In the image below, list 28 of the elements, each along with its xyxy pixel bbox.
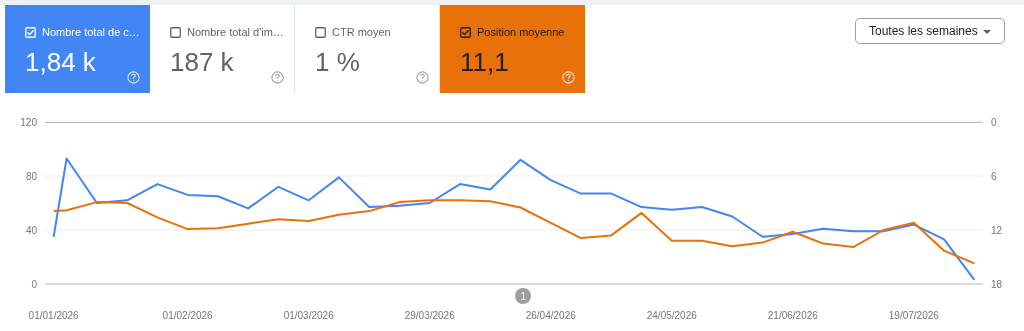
x-tick-label: 24/05/2026 (646, 310, 698, 322)
text: 11,1 (460, 47, 509, 77)
x-tick-label: 29/03/2026 (404, 310, 456, 322)
y-tick-label: 80 (25, 170, 38, 182)
y2-tick-label: 12 (991, 224, 1003, 236)
x-tick-label: 19/07/2026 (888, 310, 940, 322)
text: 1 (515, 288, 532, 304)
category-label: Position moyenne (477, 26, 565, 38)
x-tick-label: 01/02/2026 (162, 310, 214, 322)
category-label: Nombre total de c… (42, 26, 140, 38)
category-label: Nombre total d'im… (187, 26, 284, 38)
text: 1,84 k (25, 47, 96, 77)
line-series (52, 199, 976, 265)
category-label: CTR moyen (332, 26, 391, 38)
y2-tick-label: 18 (991, 278, 1003, 290)
y-tick-label: 0 (31, 278, 38, 290)
y2-tick-label: 6 (991, 170, 997, 182)
x-tick-label: 01/03/2026 (283, 310, 335, 322)
text: 1 % (315, 47, 360, 77)
y-tick-label: 40 (25, 224, 38, 236)
text: 187 k (170, 47, 234, 77)
line-series (52, 157, 976, 281)
text: Toutes les semaines (869, 24, 978, 38)
x-tick-label: 26/04/2026 (525, 310, 577, 322)
y-tick-label: 120 (20, 116, 38, 128)
x-tick-label: 21/06/2026 (767, 310, 819, 322)
y2-tick-label: 0 (991, 116, 997, 128)
x-tick-label: 01/01/2026 (28, 310, 80, 322)
